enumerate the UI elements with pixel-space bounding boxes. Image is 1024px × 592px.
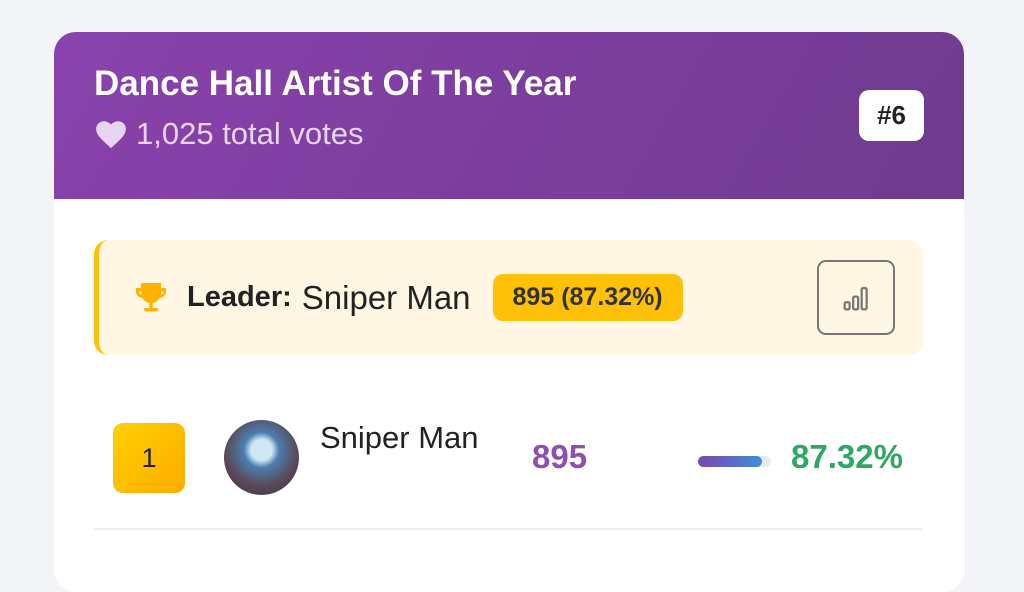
leader-label: Leader:: [187, 281, 292, 313]
view-chart-button[interactable]: [817, 260, 895, 335]
heart-icon: [96, 121, 126, 149]
category-card: Dance Hall Artist Of The Year 1,025 tota…: [54, 32, 964, 592]
nominee-row: 1 Sniper Man 895 87.32%: [94, 404, 923, 530]
total-votes: 1,025 total votes: [94, 116, 924, 152]
trophy-icon: [136, 282, 166, 311]
rank-badge: #6: [859, 90, 924, 141]
leader-banner: Leader: Sniper Man 895 (87.32%): [94, 240, 923, 355]
category-title: Dance Hall Artist Of The Year: [94, 64, 577, 103]
leader-name: Sniper Man: [301, 278, 471, 316]
progress-bar: [698, 456, 771, 467]
total-votes-text: 1,025 total votes: [136, 116, 364, 151]
vote-percent: 87.32%: [791, 438, 903, 475]
vote-count: 895: [532, 438, 588, 475]
rank-badge: 1: [113, 423, 185, 493]
nominee-name: Sniper Man: [320, 420, 479, 455]
card-header: Dance Hall Artist Of The Year 1,025 tota…: [54, 32, 964, 199]
leader-votes-badge: 895 (87.32%): [492, 274, 683, 321]
bar-chart-icon: [843, 286, 868, 310]
avatar: [224, 420, 299, 495]
progress-fill: [698, 456, 762, 467]
